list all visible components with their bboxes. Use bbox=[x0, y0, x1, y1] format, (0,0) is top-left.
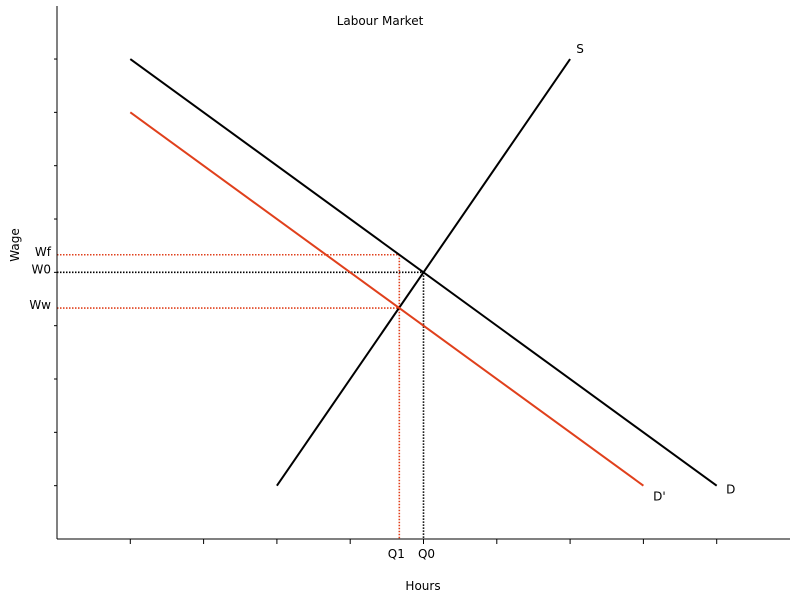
series-d-line bbox=[129, 58, 718, 487]
tick-label-w0: W0 bbox=[32, 262, 52, 276]
series-lines bbox=[129, 58, 718, 487]
guide-lines bbox=[57, 253, 425, 539]
series-label-d-prime: D' bbox=[653, 490, 666, 504]
tick-label-q1: Q1 bbox=[388, 547, 405, 561]
tick-label-ww: Ww bbox=[29, 298, 51, 312]
axes bbox=[54, 6, 790, 544]
y-axis-label: Wage bbox=[8, 228, 22, 261]
curve-labels: Wf W0 Ww Q1 Q0 S D D' bbox=[29, 42, 735, 561]
tick-label-q0: Q0 bbox=[418, 547, 435, 561]
x-axis-label: Hours bbox=[405, 579, 440, 593]
chart-title: Labour Market bbox=[337, 14, 424, 28]
series-d-prime-line bbox=[129, 111, 644, 487]
tick-label-wf: Wf bbox=[35, 245, 52, 259]
series-label-s: S bbox=[576, 42, 584, 56]
series-label-d: D bbox=[726, 483, 735, 497]
